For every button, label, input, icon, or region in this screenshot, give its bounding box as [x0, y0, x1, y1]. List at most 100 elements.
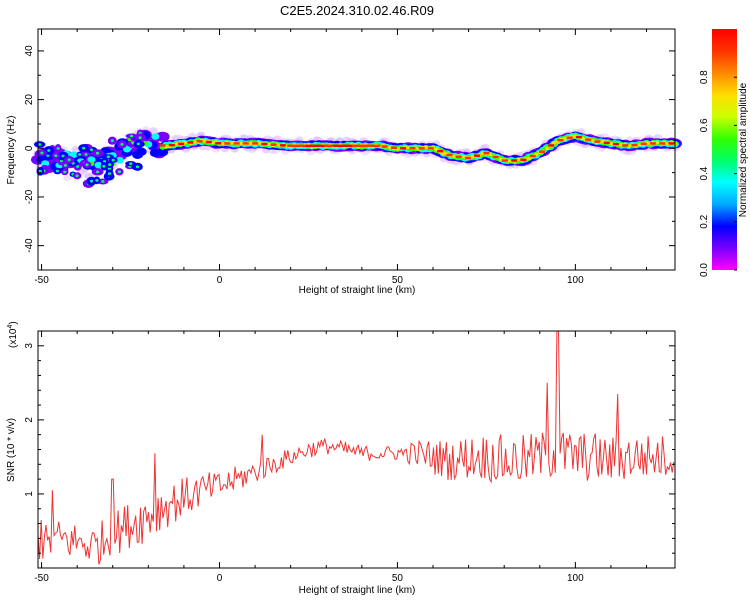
- spectrogram-band: [452, 154, 457, 159]
- spectrogram-band: [82, 146, 86, 150]
- spectrogram-band: [78, 153, 82, 156]
- spectrogram-peak: [242, 142, 249, 145]
- spectrogram-peak: [390, 146, 397, 149]
- x-tick-label: 100: [567, 573, 584, 584]
- colorbar-tick-label: 0.8: [699, 70, 710, 84]
- y-tick-label: 3: [24, 343, 35, 349]
- y-tick-label: 40: [24, 45, 35, 57]
- colorbar-ticks: 0.0 0.2 0.4 0.6 0.8: [699, 70, 737, 277]
- x-tick-label: 100: [567, 275, 584, 286]
- spectrogram-peak: [296, 144, 307, 147]
- spectrogram-band: [40, 151, 44, 155]
- spectrogram-peak: [529, 154, 536, 158]
- spectrogram-band: [61, 154, 65, 158]
- spectrogram-peak: [474, 154, 481, 157]
- spectrogram-band: [192, 140, 197, 144]
- spectrogram-band: [129, 134, 134, 138]
- spectrogram-band: [75, 174, 79, 178]
- spectrogram-band: [135, 165, 140, 169]
- spectrogram-band: [406, 145, 411, 150]
- spectrogram-peak: [538, 150, 545, 153]
- spectrogram-band: [470, 154, 475, 159]
- spectrogram-peak: [585, 138, 592, 141]
- spectrogram-peak: [501, 159, 508, 162]
- colorbar-tick-label: 0.0: [699, 263, 710, 277]
- spectrogram-peak: [603, 141, 610, 144]
- spectrogram-band: [117, 170, 121, 174]
- spectrogram-band: [552, 141, 556, 145]
- spectrogram-peak: [400, 147, 407, 150]
- spectrogram-peak: [409, 147, 416, 150]
- spectrogram-peak: [279, 144, 286, 147]
- spectrogram-band: [101, 180, 105, 183]
- x-tick-label: -50: [34, 275, 49, 286]
- spectrogram-band: [138, 136, 142, 140]
- spectrogram-band: [123, 145, 131, 153]
- spectrogram-band: [95, 151, 100, 155]
- spectrogram-band: [544, 146, 549, 151]
- spectrogram-peak: [520, 158, 527, 162]
- colorbar-tick-label: 0.2: [699, 214, 710, 228]
- spectrogram-frame: [37, 28, 676, 271]
- spectrogram-halo: [63, 175, 72, 182]
- spectrogram-peak: [492, 155, 499, 159]
- spectrogram-peak: [631, 143, 638, 147]
- spectrogram-peak: [557, 139, 564, 142]
- spectrogram-peak: [351, 144, 362, 147]
- spectrogram-band: [115, 156, 124, 164]
- snr-xlabel: Height of straight line (km): [299, 585, 416, 596]
- spectrogram-peak: [548, 144, 555, 147]
- spectrogram-band: [527, 156, 532, 161]
- spectrogram-peak: [370, 144, 381, 147]
- spectrogram-band: [423, 145, 428, 150]
- x-tick-label: 50: [392, 573, 404, 584]
- spectrogram-band: [102, 164, 106, 168]
- spectrogram-peak: [381, 145, 388, 148]
- y-tick-label: 1: [24, 491, 35, 497]
- spectrogram-marks: [31, 126, 682, 188]
- spectrogram-band: [516, 157, 521, 162]
- spectrogram-peak: [270, 143, 277, 146]
- spectrogram-peak: [622, 144, 629, 147]
- spectrogram-band: [69, 151, 78, 158]
- spectrogram-peak: [668, 142, 675, 145]
- spectrogram-peak: [196, 140, 203, 143]
- spectrogram-xlabel: Height of straight line (km): [299, 285, 416, 296]
- spectrogram-peak: [168, 143, 175, 147]
- spectrogram-band: [107, 172, 112, 176]
- colorbar-label: Normalized spectral amplitude: [738, 82, 749, 217]
- spectrogram-peak: [187, 141, 194, 144]
- spectrogram-peak: [566, 136, 573, 139]
- spectrogram-band: [47, 149, 51, 152]
- spectrogram-band: [151, 133, 160, 140]
- spectrogram-panel: -50 0 50 100 40 20 0 -20 -40 Height of straight …: [6, 28, 682, 296]
- y-tick-label: -40: [24, 238, 35, 253]
- y-tick-label: 2: [24, 417, 35, 423]
- spectrogram-peak: [640, 142, 647, 145]
- spectrogram-band: [54, 154, 58, 158]
- spectrogram-band: [107, 167, 111, 171]
- snr-panel: -50 0 50 100 1 2 3 Height of straight line (km…: [6, 321, 676, 596]
- spectrogram-band: [76, 165, 80, 168]
- spectrogram-peak: [252, 142, 259, 145]
- spectrogram-band: [38, 169, 42, 173]
- spectrogram-band: [96, 170, 100, 174]
- spectrogram-band: [174, 142, 179, 146]
- spectrogram-peak: [649, 142, 656, 145]
- spectrogram-peak: [418, 147, 425, 150]
- spectrogram-peak: [215, 142, 222, 145]
- colorbar-tick-label: 0.6: [699, 118, 710, 132]
- spectrogram-band: [56, 147, 60, 150]
- spectrogram-band: [157, 148, 169, 157]
- spectrogram-peak: [205, 140, 212, 144]
- spectrogram-peak: [361, 144, 372, 147]
- spectrogram-peak: [305, 144, 316, 147]
- x-tick-label: 0: [217, 573, 223, 584]
- spectrogram-peak: [333, 144, 344, 147]
- spectrogram-peak: [261, 142, 268, 146]
- spectrogram-peak: [178, 142, 185, 145]
- spectrogram-band: [136, 142, 140, 146]
- spectrogram-peak: [612, 142, 619, 146]
- spectrogram-band: [111, 158, 115, 162]
